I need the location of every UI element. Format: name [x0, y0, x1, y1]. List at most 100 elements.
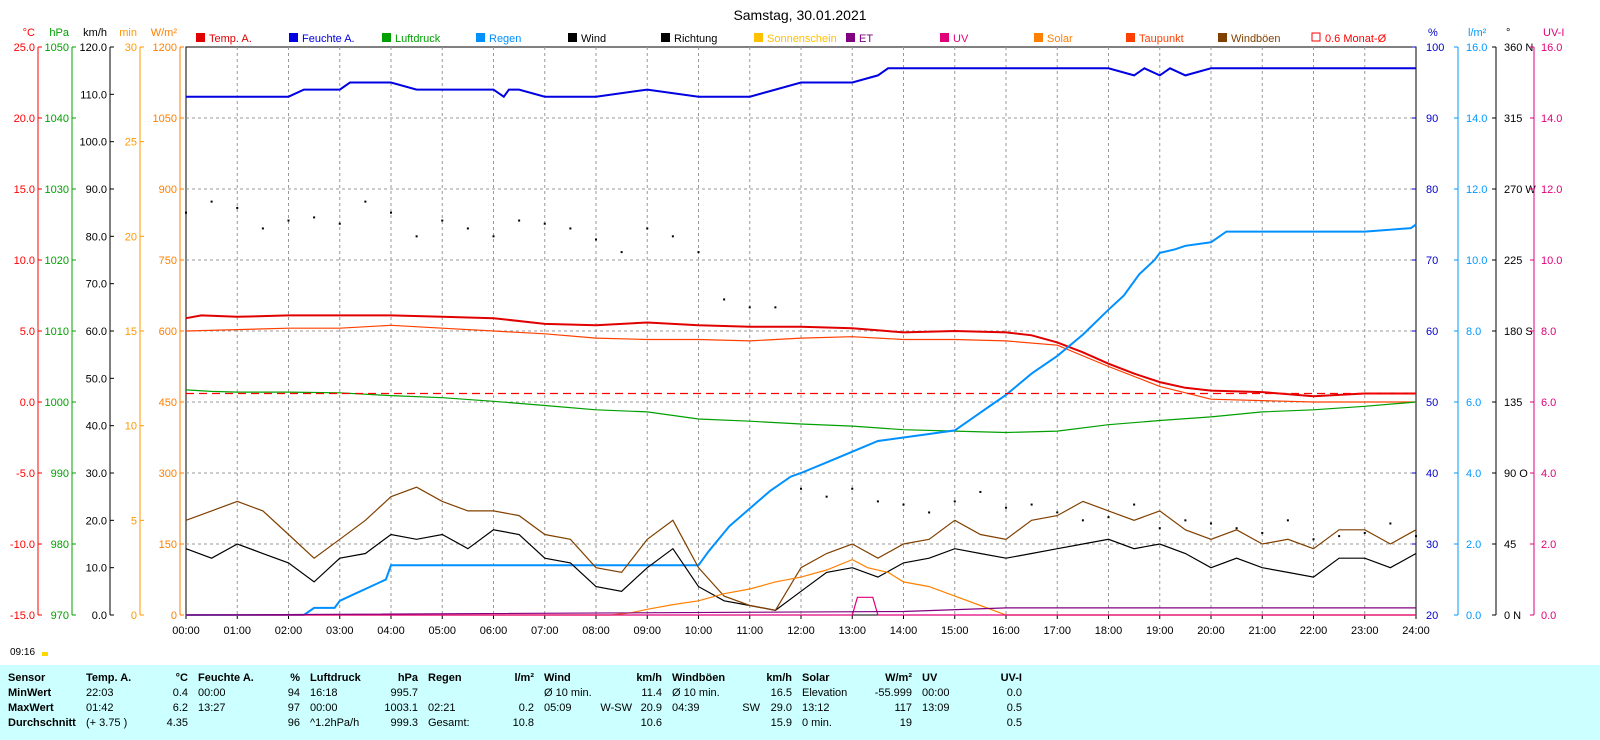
solar-max-time: 13:12	[802, 702, 830, 714]
direction-dot	[1005, 506, 1007, 509]
hum-min-time: 00:00	[198, 687, 226, 699]
left-axis-tick-label: 0.0	[92, 610, 107, 622]
legend-swatch	[1034, 33, 1043, 42]
left-axis-tick-label: 90.0	[86, 184, 107, 196]
direction-dot	[1107, 516, 1110, 519]
direction-dot	[697, 251, 700, 254]
direction-dot	[800, 487, 802, 490]
right-axis-tick-label: 80	[1426, 184, 1438, 196]
left-axis-tick-label: 970	[51, 610, 69, 622]
direction-dot	[1261, 531, 1264, 534]
legend-swatch	[754, 33, 763, 42]
right-axis-tick-label: 2.0	[1466, 539, 1481, 551]
x-tick-label: 24:00	[1402, 625, 1430, 637]
left-axis-tick-label: 10.0	[14, 255, 35, 267]
hum-min-value: 94	[287, 687, 300, 699]
right-axis-tick-label: 30	[1426, 539, 1438, 551]
legend-label: Temp. A.	[209, 33, 252, 45]
gust-max-dir: SW	[742, 702, 760, 714]
right-axis-tick-label: 40	[1426, 468, 1438, 480]
direction-dot	[569, 227, 572, 230]
current-time-label: 09:16	[10, 647, 36, 658]
left-axis-tick-label: 10	[125, 421, 137, 433]
direction-dot	[1081, 519, 1084, 522]
legend-swatch	[568, 33, 577, 42]
uv-min-value: 0.0	[1006, 687, 1022, 699]
summary-row-avg: Durchschnitt (+ 3.75 ) 4.35 96 ^1.2hPa/h…	[6, 716, 1024, 731]
header-press: Luftdruck	[310, 672, 361, 684]
summary-row-min: MinWert 22:03 0.4 00:00 94 16:18 995.7 Ø…	[6, 686, 1024, 701]
x-tick-label: 07:00	[531, 625, 559, 637]
x-tick-label: 14:00	[890, 625, 918, 637]
left-axis-tick-label: 1020	[45, 255, 69, 267]
legend-swatch	[1311, 32, 1321, 42]
gust-max-time: 04:39	[672, 702, 700, 714]
gust-avg-note	[664, 716, 728, 731]
press-min-value: 995.7	[390, 687, 418, 699]
direction-dot	[876, 500, 879, 503]
legend-label: Regen	[489, 33, 521, 45]
header-solar: Solar	[802, 672, 830, 684]
hum-avg-note	[190, 716, 268, 731]
left-axis-unit: °C	[23, 27, 35, 39]
direction-dot	[1235, 527, 1238, 530]
right-axis-tick-label: 12.0	[1466, 184, 1487, 196]
right-axis-tick-label: 8.0	[1541, 326, 1556, 338]
direction-dot	[671, 235, 674, 238]
direction-dot	[1133, 503, 1136, 506]
right-axis-tick-label: 12.0	[1541, 184, 1562, 196]
left-axis-tick-label: 1000	[45, 397, 69, 409]
x-tick-label: 13:00	[838, 625, 866, 637]
left-axes: °C 25.0 20.0 15.0 10.0 5.0 0.0 -5.0 -10.0 -15.0 hP…	[10, 27, 184, 622]
uv-avg-note	[914, 716, 980, 731]
series-windb-en	[185, 486, 1417, 611]
direction-dot	[1312, 538, 1315, 541]
header-hum: Feuchte A.	[198, 672, 254, 684]
direction-dot	[390, 211, 392, 214]
rain-total-label: Gesamt:	[428, 717, 470, 729]
header-gust: Windböen	[672, 672, 726, 684]
summary-panel: Sensor Temp. A. °C Feuchte A. % Luftdruc…	[0, 665, 1600, 740]
x-tick-label: 05:00	[428, 625, 456, 637]
left-axis-tick-label: 15.0	[14, 184, 35, 196]
row-label: Durchschnitt	[8, 717, 76, 729]
direction-dot	[1338, 535, 1341, 538]
left-axis-tick-label: 100.0	[79, 137, 107, 149]
right-axis-tick-label: 6.0	[1541, 397, 1556, 409]
direction-dot	[1056, 511, 1059, 514]
right-axis-tick-label: 180 S	[1504, 326, 1533, 338]
right-axis-tick-label: 14.0	[1466, 113, 1487, 125]
weather-chart: Samstag, 30.01.2021 Temp. A. Feuchte A. Lu…	[10, 7, 1564, 637]
left-axis-tick-label: 150	[159, 539, 177, 551]
wind-max-value: 20.9	[640, 702, 662, 714]
legend-swatch	[1218, 33, 1227, 42]
legend-label: Taupunkt	[1139, 33, 1184, 45]
wind-avg-note	[536, 716, 598, 731]
right-axis-tick-label: 360 N	[1504, 42, 1533, 54]
left-axis-tick-label: 25	[125, 137, 137, 149]
direction-dot	[646, 227, 649, 230]
left-axis-tick-label: 40.0	[86, 421, 107, 433]
left-axis-tick-label: 0	[131, 610, 137, 622]
series-regen	[186, 223, 1417, 616]
direction-dot	[466, 227, 469, 230]
right-axis-tick-label: 8.0	[1466, 326, 1481, 338]
right-axis-tick-label: 4.0	[1541, 468, 1556, 480]
right-axis-tick-label: 2.0	[1541, 539, 1556, 551]
direction-dot	[185, 211, 187, 214]
legend-label: Windböen	[1231, 33, 1281, 45]
left-axis-unit: hPa	[49, 27, 69, 39]
left-axis-tick-label: 20.0	[14, 113, 35, 125]
right-axis-tick-label: 6.0	[1466, 397, 1481, 409]
header-sensor: Sensor	[8, 672, 46, 684]
right-axis-tick-label: 10.0	[1541, 255, 1562, 267]
direction-dot	[620, 251, 623, 254]
left-axis-tick-label: 1040	[45, 113, 69, 125]
direction-dot	[543, 222, 546, 225]
direction-dot	[953, 500, 956, 503]
right-axis-unit: %	[1428, 27, 1438, 39]
left-axis-tick-label: 5.0	[20, 326, 35, 338]
left-axis-tick-label: 750	[159, 255, 177, 267]
header-press-unit: hPa	[397, 672, 418, 684]
solar-min-time: Elevation	[802, 687, 848, 699]
